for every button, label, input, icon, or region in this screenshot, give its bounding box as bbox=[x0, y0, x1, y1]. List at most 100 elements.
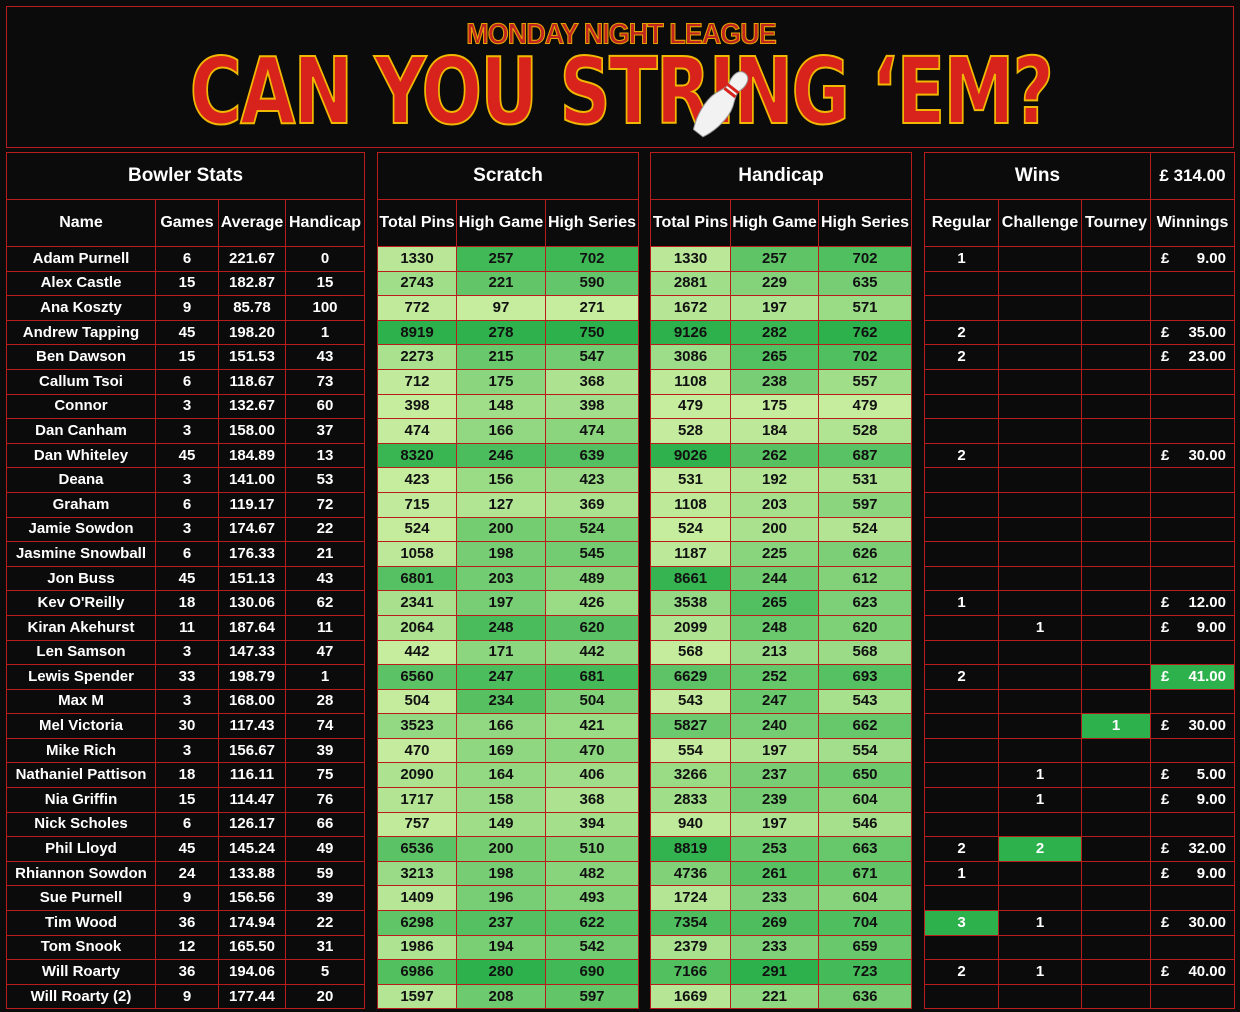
table-row: 1986 194 542 bbox=[377, 934, 640, 961]
regular-wins-cell bbox=[924, 565, 999, 592]
scratch-high-series-cell: 504 bbox=[544, 688, 640, 715]
table-row: 8320 246 639 bbox=[377, 442, 640, 469]
table-row: Jamie Sowdon 3 174.67 22 bbox=[6, 516, 366, 543]
games-cell: 3 bbox=[155, 393, 219, 420]
regular-wins-cell bbox=[924, 787, 999, 813]
handicap-total-pins-cell: 1330 bbox=[650, 246, 731, 272]
challenge-wins-cell bbox=[998, 590, 1082, 616]
regular-wins-cell bbox=[924, 639, 999, 666]
average-cell: 147.33 bbox=[218, 639, 286, 666]
tourney-wins-cell bbox=[1081, 664, 1151, 690]
games-cell: 12 bbox=[155, 934, 219, 961]
table-row: Adam Purnell 6 221.67 0 bbox=[6, 246, 366, 272]
handicap-total-pins-cell: 4736 bbox=[650, 860, 731, 887]
challenge-wins-cell bbox=[998, 860, 1082, 887]
average-cell: 141.00 bbox=[218, 467, 286, 493]
handicap-high-game-cell: 197 bbox=[730, 811, 819, 838]
challenge-wins-cell bbox=[998, 246, 1082, 272]
table-row: 1 £9.00 bbox=[924, 614, 1235, 641]
handicap-total-pins-cell: 8661 bbox=[650, 565, 731, 592]
winnings-amount: 30.00 bbox=[1188, 446, 1226, 464]
winnings-cell bbox=[1150, 393, 1235, 420]
handicap-high-series-cell: 626 bbox=[818, 541, 912, 567]
table-row bbox=[924, 983, 1235, 1010]
scratch-high-series-cell: 421 bbox=[544, 713, 640, 739]
regular-wins-cell: 2 bbox=[924, 959, 999, 985]
scratch-high-game-cell: 127 bbox=[456, 491, 546, 518]
table-row: Nia Griffin 15 114.47 76 bbox=[6, 787, 366, 813]
scratch-total-pins-cell: 6298 bbox=[377, 910, 457, 936]
scratch-heading: Scratch bbox=[376, 152, 640, 200]
scratch-high-game-cell: 156 bbox=[456, 467, 546, 493]
total-winnings: £ 314.00 bbox=[1150, 152, 1235, 200]
handicap-high-game-cell: 203 bbox=[730, 491, 819, 518]
tourney-wins-cell bbox=[1081, 983, 1151, 1010]
scratch-high-game-cell: 247 bbox=[456, 664, 546, 690]
handicap-total-pins-cell: 1672 bbox=[650, 295, 731, 321]
bowler-name: Phil Lloyd bbox=[6, 836, 156, 862]
currency-symbol: £ bbox=[1161, 963, 1170, 981]
table-row: 7354 269 704 bbox=[650, 910, 912, 936]
scratch-high-game-cell: 234 bbox=[456, 688, 546, 715]
table-row: 1 £5.00 bbox=[924, 762, 1235, 789]
handicap-total-pins-cell: 524 bbox=[650, 516, 731, 543]
table-row: 1108 238 557 bbox=[650, 368, 912, 395]
table-row: 1058 198 545 bbox=[377, 541, 640, 567]
winnings-cell: £30.00 bbox=[1150, 442, 1235, 469]
currency-symbol: £ bbox=[1161, 717, 1170, 735]
wins-panel: Wins £ 314.00 Regular Challenge Tourney … bbox=[924, 152, 1235, 1010]
games-cell: 6 bbox=[155, 811, 219, 838]
currency-symbol: £ bbox=[1161, 249, 1170, 267]
table-row bbox=[924, 295, 1235, 321]
handicap-high-game-cell: 192 bbox=[730, 467, 819, 493]
scratch-high-series-cell: 489 bbox=[544, 565, 640, 592]
handicap-high-series-cell: 554 bbox=[818, 737, 912, 764]
handicap-high-series-cell: 659 bbox=[818, 934, 912, 961]
table-row: 504 234 504 bbox=[377, 688, 640, 715]
games-cell: 45 bbox=[155, 836, 219, 862]
bowler-name: Rhiannon Sowdon bbox=[6, 860, 156, 887]
handicap-cell: 0 bbox=[284, 246, 366, 272]
winnings-cell bbox=[1150, 418, 1235, 444]
scratch-total-pins-cell: 1058 bbox=[377, 541, 457, 567]
challenge-wins-cell: 2 bbox=[998, 836, 1082, 862]
tourney-wins-cell bbox=[1081, 295, 1151, 321]
regular-wins-cell bbox=[924, 713, 999, 739]
handicap-cell: 22 bbox=[284, 910, 366, 936]
table-row: 1 £9.00 bbox=[924, 246, 1235, 272]
table-row bbox=[924, 467, 1235, 493]
table-row: 6986 280 690 bbox=[377, 959, 640, 985]
regular-wins-cell bbox=[924, 295, 999, 321]
table-row: 528 184 528 bbox=[650, 418, 912, 444]
average-cell: 151.13 bbox=[218, 565, 286, 592]
scratch-high-series-cell: 510 bbox=[544, 836, 640, 862]
handicap-high-game-cell: 252 bbox=[730, 664, 819, 690]
tourney-wins-cell bbox=[1081, 541, 1151, 567]
winnings-cell: £9.00 bbox=[1150, 246, 1235, 272]
handicap-high-game-cell: 238 bbox=[730, 368, 819, 395]
scratch-total-pins-cell: 1330 bbox=[377, 246, 457, 272]
average-cell: 126.17 bbox=[218, 811, 286, 838]
currency-symbol: £ bbox=[1161, 667, 1170, 685]
handicap-high-series-cell: 693 bbox=[818, 664, 912, 690]
regular-wins-cell bbox=[924, 811, 999, 838]
tourney-wins-cell: 1 bbox=[1081, 713, 1151, 739]
handicap-total-pins-cell: 8819 bbox=[650, 836, 731, 862]
handicap-cell: 74 bbox=[284, 713, 366, 739]
handicap-high-series-cell: 604 bbox=[818, 787, 912, 813]
handicap-high-series-cell: 662 bbox=[818, 713, 912, 739]
handicap-high-game-cell: 247 bbox=[730, 688, 819, 715]
games-cell: 3 bbox=[155, 418, 219, 444]
table-row bbox=[924, 393, 1235, 420]
table-row: Kiran Akehurst 11 187.64 11 bbox=[6, 614, 366, 641]
table-row bbox=[924, 368, 1235, 395]
challenge-wins-cell: 1 bbox=[998, 959, 1082, 985]
table-row: 3086 265 702 bbox=[650, 344, 912, 370]
table-row: 8661 244 612 bbox=[650, 565, 912, 592]
scratch-high-series-cell: 690 bbox=[544, 959, 640, 985]
handicap-cell: 43 bbox=[284, 565, 366, 592]
average-cell: 145.24 bbox=[218, 836, 286, 862]
handicap-cell: 100 bbox=[284, 295, 366, 321]
bowler-name: Alex Castle bbox=[6, 270, 156, 297]
table-row: 1 £12.00 bbox=[924, 590, 1235, 616]
